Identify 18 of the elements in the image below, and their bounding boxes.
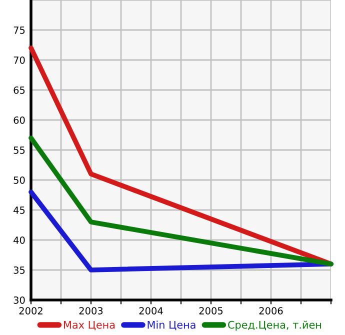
y-tick-label: 30 [14,296,25,304]
x-tick-label: 2006 [259,307,283,314]
y-tick-label: 55 [14,146,25,154]
y-tick-label: 35 [14,266,25,274]
y-tick-label: 50 [14,176,25,184]
y-tick-label: 70 [14,56,25,64]
x-tick-label: 2005 [199,307,223,314]
legend-label: Max Цена [64,320,115,330]
legend-label: Min Цена [148,320,196,330]
x-tick-label: 2002 [19,307,42,314]
y-tick-label: 40 [14,236,25,244]
y-tick-label: 65 [14,86,25,94]
x-tick-label: 2004 [139,307,163,314]
legend-label: Сред.Цена, т.йен [228,320,322,331]
x-tick-label: 2003 [79,307,103,314]
y-tick-label: 60 [14,116,25,124]
y-tick-label: 75 [14,26,25,34]
y-tick-label: 45 [14,206,25,214]
